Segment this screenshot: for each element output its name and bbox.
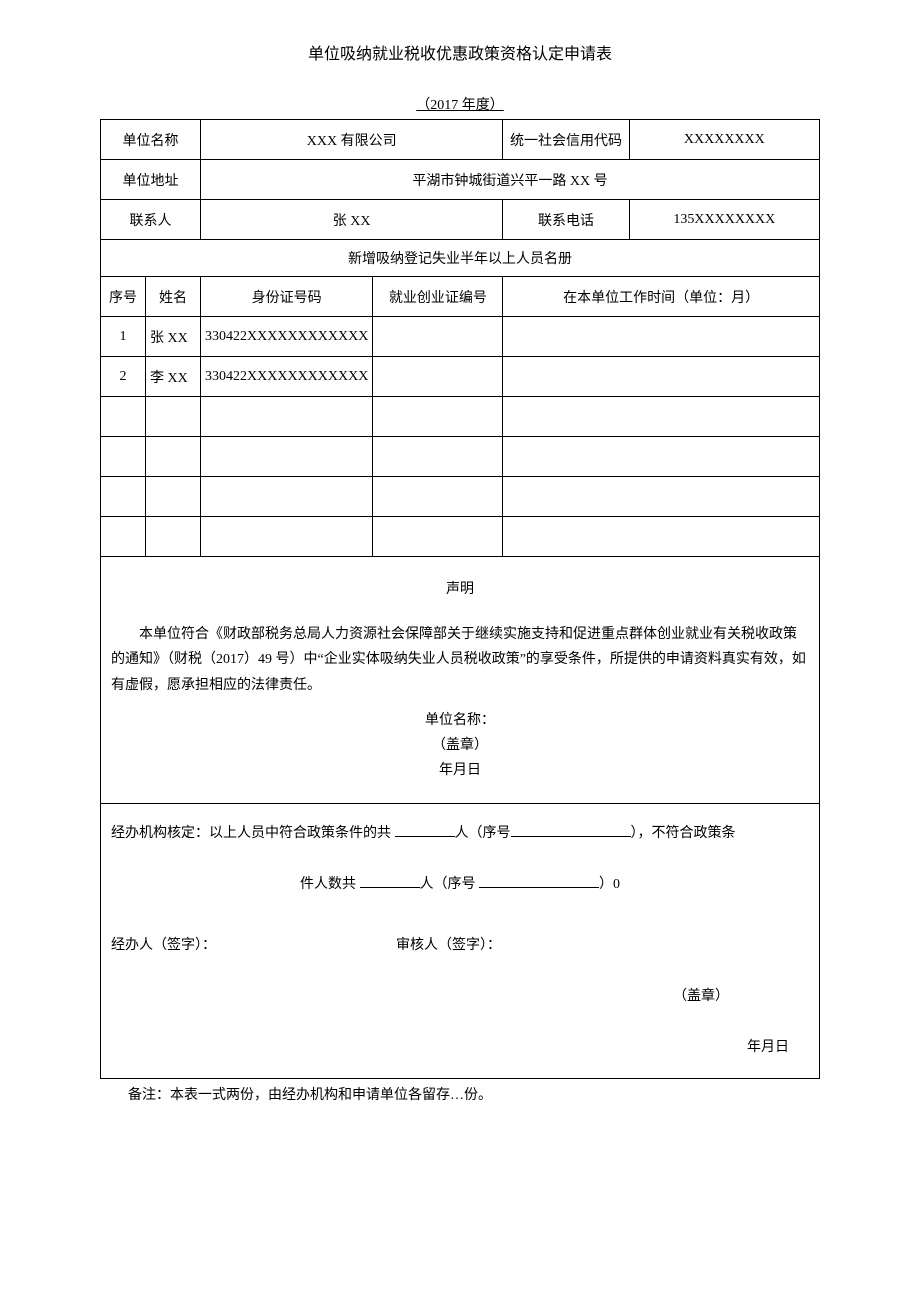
row1-id: 330422XXXXXXXXXXXX [201, 317, 373, 357]
declaration-cell: 声明 本单位符合《财政部税务总局人力资源社会保障部关于继续实施支持和促进重点群体… [101, 557, 820, 804]
application-table: 单位名称 XXX 有限公司 统一社会信用代码 XXXXXXXX 单位地址 平湖市… [100, 119, 820, 1079]
declaration-date: 年月日 [111, 758, 809, 783]
roster-section-header: 新增吸纳登记失业半年以上人员名册 [101, 240, 820, 277]
unit-address-label: 单位地址 [101, 160, 201, 200]
row2-id: 330422XXXXXXXXXXXX [201, 357, 373, 397]
roster-row-2: 2 李 XX 330422XXXXXXXXXXXX [101, 357, 820, 397]
document-title: 单位吸纳就业税收优惠政策资格认定申请表 [20, 40, 900, 64]
approval-line2-mid: 人（序号 [420, 877, 480, 892]
approval-line2: 件人数共 人（序号 ）0 [111, 870, 809, 901]
roster-row-empty-4 [101, 517, 820, 557]
approval-signatures: 经办人（签字）： 审核人（签字）： [111, 931, 809, 962]
document-note: 备注：本表一式两份，由经办机构和申请单位各留存…份。 [100, 1084, 820, 1104]
col-seq: 序号 [101, 277, 146, 317]
row2-name: 李 XX [146, 357, 201, 397]
reviewer-signature-label: 审核人（签字）： [396, 931, 501, 962]
unit-address-value: 平湖市钟城街道兴平一路 XX 号 [201, 160, 820, 200]
row1-duration [503, 317, 820, 357]
col-cert: 就业创业证编号 [373, 277, 503, 317]
approval-line1-prefix: 经办机构核定：以上人员中符合政策条件的共 [111, 826, 395, 841]
roster-section-title: 新增吸纳登记失业半年以上人员名册 [101, 240, 820, 277]
declaration-title: 声明 [111, 577, 809, 602]
approval-line1-mid2: ），不符合政策条 [631, 826, 736, 841]
roster-row-empty-2 [101, 437, 820, 477]
blank-seq-unqualified [479, 874, 599, 888]
col-name: 姓名 [146, 277, 201, 317]
row1-cert [373, 317, 503, 357]
approval-row: 经办机构核定：以上人员中符合政策条件的共 人（序号 ），不符合政策条 件人数共 人… [101, 804, 820, 1079]
roster-column-headers: 序号 姓名 身份证号码 就业创业证编号 在本单位工作时间（单位：月） [101, 277, 820, 317]
subtitle-text: （2017 年度） [416, 98, 504, 113]
blank-count-unqualified [360, 874, 420, 888]
approval-stamp: （盖章） [111, 982, 809, 1013]
roster-row-empty-1 [101, 397, 820, 437]
handler-signature-label: 经办人（签字）： [111, 931, 216, 962]
declaration-stamp: （盖章） [111, 733, 809, 758]
roster-row-1: 1 张 XX 330422XXXXXXXXXXXX [101, 317, 820, 357]
social-code-value: XXXXXXXX [629, 120, 819, 160]
phone-value: 135XXXXXXXX [629, 200, 819, 240]
social-code-label: 统一社会信用代码 [503, 120, 629, 160]
unit-address-row: 单位地址 平湖市钟城街道兴平一路 XX 号 [101, 160, 820, 200]
document-subtitle: （2017 年度） [20, 94, 900, 114]
approval-line2-suffix: ）0 [599, 877, 620, 892]
contact-label: 联系人 [101, 200, 201, 240]
approval-line2-prefix: 件人数共 [300, 877, 360, 892]
roster-row-empty-3 [101, 477, 820, 517]
unit-name-row: 单位名称 XXX 有限公司 统一社会信用代码 XXXXXXXX [101, 120, 820, 160]
contact-row: 联系人 张 XX 联系电话 135XXXXXXXX [101, 200, 820, 240]
unit-name-value: XXX 有限公司 [201, 120, 503, 160]
declaration-unit-label: 单位名称： [111, 708, 809, 733]
approval-line1: 经办机构核定：以上人员中符合政策条件的共 人（序号 ），不符合政策条 [111, 819, 809, 850]
blank-seq-qualified [511, 823, 631, 837]
col-duration: 在本单位工作时间（单位：月） [503, 277, 820, 317]
blank-count-qualified [395, 823, 455, 837]
approval-cell: 经办机构核定：以上人员中符合政策条件的共 人（序号 ），不符合政策条 件人数共 人… [101, 804, 820, 1079]
contact-value: 张 XX [201, 200, 503, 240]
approval-date: 年月日 [111, 1033, 809, 1064]
col-id: 身份证号码 [201, 277, 373, 317]
declaration-row: 声明 本单位符合《财政部税务总局人力资源社会保障部关于继续实施支持和促进重点群体… [101, 557, 820, 804]
unit-name-label: 单位名称 [101, 120, 201, 160]
row1-name: 张 XX [146, 317, 201, 357]
row1-seq: 1 [101, 317, 146, 357]
declaration-body: 本单位符合《财政部税务总局人力资源社会保障部关于继续实施支持和促进重点群体创业就… [111, 622, 809, 698]
row2-seq: 2 [101, 357, 146, 397]
phone-label: 联系电话 [503, 200, 629, 240]
row2-duration [503, 357, 820, 397]
approval-line1-mid1: 人（序号 [455, 826, 511, 841]
row2-cert [373, 357, 503, 397]
